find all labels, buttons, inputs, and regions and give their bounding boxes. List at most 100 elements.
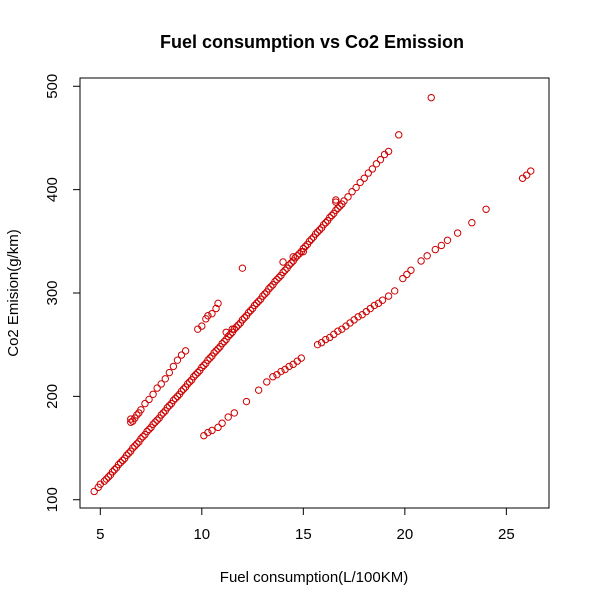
data-point [427,93,435,102]
data-point [214,345,222,353]
data-point [149,420,157,428]
data-point [198,363,206,372]
data-point [340,197,348,205]
data-point [299,244,308,253]
data-point [368,165,377,173]
data-point [417,257,425,265]
data-point [157,380,165,388]
data-point [238,316,247,324]
y-tick-label: 200 [44,384,61,409]
data-point [218,419,226,427]
x-tick-label: 20 [397,526,414,543]
data-point [189,373,198,381]
data-point [177,351,186,359]
x-tick-label: 25 [498,526,515,543]
data-point [232,323,241,331]
data-point [163,404,172,412]
data-point [110,466,119,474]
data-point [165,401,174,410]
data-point [356,178,364,187]
data-point [242,397,251,406]
data-point [321,219,330,227]
x-tick-label: 15 [295,526,312,543]
data-point [234,321,243,329]
data-point [161,375,169,383]
data-point [395,131,403,139]
data-point [149,390,157,398]
x-axis-title: Fuel consumption(L/100KM) [220,569,408,586]
data-point [326,213,334,222]
data-point [390,287,399,295]
x-tick-label: 5 [96,526,104,543]
chart-title: Fuel consumption vs Co2 Emission [160,32,464,52]
data-point [177,387,186,395]
data-point [173,392,182,401]
data-point [90,487,98,496]
data-point [230,409,239,417]
data-point [210,349,218,357]
data-point [139,432,147,441]
data-point [118,456,127,465]
x-tick-label: 10 [193,526,210,543]
data-point [171,394,180,403]
data-point [116,458,125,467]
y-axis: 100 200 300 400 500 [44,74,81,512]
data-point [254,297,263,305]
data-point [230,325,239,333]
data-point [297,354,306,362]
data-point [364,169,373,177]
data-point [275,273,283,282]
data-point [437,241,446,250]
data-point [279,258,287,266]
data-point [301,242,310,251]
data-point [332,198,340,206]
data-point [252,299,261,308]
data-point [192,370,200,379]
data-point [226,330,234,339]
y-tick-label: 100 [44,487,61,512]
data-point [348,188,356,196]
data-point [157,411,165,419]
data-point [281,266,289,274]
data-point [122,451,131,459]
data-point [169,396,178,405]
data-point [423,252,431,260]
data-point [100,477,109,485]
data-point [133,411,141,419]
data-point [378,296,387,304]
data-point [522,171,531,179]
y-tick-label: 400 [44,177,61,202]
data-point [165,368,174,377]
data-point [194,368,202,377]
data-point [244,308,253,317]
data-point [332,206,340,215]
data-point [431,245,440,254]
data-point [198,322,206,330]
data-point [267,283,275,291]
data-point [206,354,214,362]
data-point [336,202,344,210]
data-point [261,290,269,298]
data-points [90,93,535,496]
data-point [204,428,212,437]
data-point [328,211,336,220]
data-point [246,306,255,315]
data-point [108,468,117,476]
data-point [212,347,220,355]
data-point [321,335,330,344]
data-point [214,299,222,308]
data-point [250,301,259,310]
data-point [129,444,137,452]
data-point [285,261,293,269]
data-point [527,167,535,175]
data-point [208,309,216,318]
data-point [141,399,149,408]
y-tick-label: 300 [44,280,61,305]
data-point [114,460,123,469]
data-point [334,327,342,335]
data-point [259,292,267,300]
data-point [173,356,182,364]
data-point [218,339,226,348]
